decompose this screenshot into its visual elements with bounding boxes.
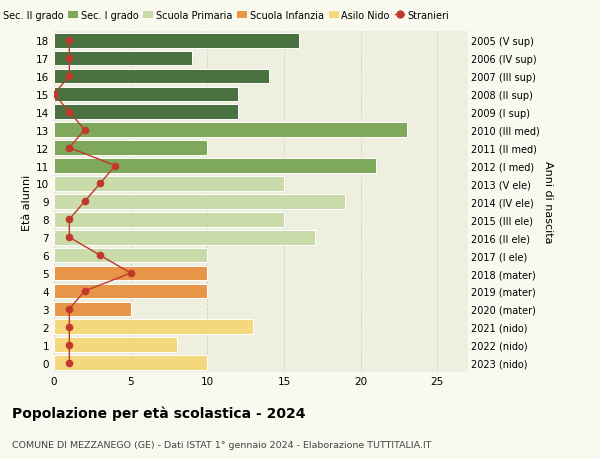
Bar [54, 51, 192, 66]
Text: COMUNE DI MEZZANEGO (GE) - Dati ISTAT 1° gennaio 2024 - Elaborazione TUTTITALIA.: COMUNE DI MEZZANEGO (GE) - Dati ISTAT 1°… [12, 440, 431, 449]
Bar [54, 105, 238, 120]
Bar [54, 338, 176, 353]
Bar [54, 248, 208, 263]
Bar [54, 123, 407, 138]
Bar [54, 195, 346, 209]
Bar [54, 87, 238, 102]
Y-axis label: Anni di nascita: Anni di nascita [544, 161, 553, 243]
Bar [54, 284, 208, 299]
Bar [54, 266, 208, 281]
Bar [54, 159, 376, 174]
Bar [54, 356, 208, 370]
Bar [54, 230, 314, 245]
Legend: Sec. II grado, Sec. I grado, Scuola Primaria, Scuola Infanzia, Asilo Nido, Stran: Sec. II grado, Sec. I grado, Scuola Prim… [0, 11, 449, 21]
Bar [54, 69, 269, 84]
Bar [54, 141, 208, 156]
Bar [54, 177, 284, 191]
Bar [54, 34, 299, 48]
Y-axis label: Età alunni: Età alunni [22, 174, 32, 230]
Text: Popolazione per età scolastica - 2024: Popolazione per età scolastica - 2024 [12, 405, 305, 420]
Bar [54, 302, 131, 317]
Bar [54, 320, 253, 335]
Bar [54, 213, 284, 227]
